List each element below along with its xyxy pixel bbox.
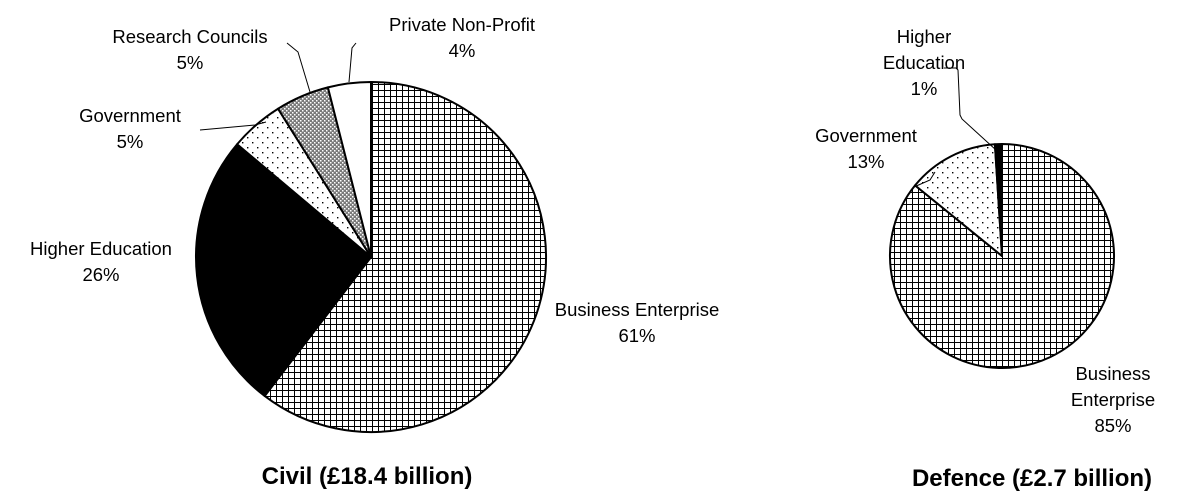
pie-slice-civil-higher-education [195,143,372,397]
slice-label-civil-government: Government 5% [79,105,181,152]
pies-layer [195,81,1115,433]
slice-label-defence-government: Government 13% [815,125,917,172]
pie-slice-civil-private-non-profit [326,81,372,258]
slice-label-defence-higher-education: Higher Education 1% [883,26,965,99]
leader-line-defence-government [913,171,936,188]
leader-line-defence-higher-education [944,67,997,151]
leader-line-civil-research-councils [286,42,311,93]
titles-layer: Civil (£18.4 billion) Defence (£2.7 bill… [262,463,1152,492]
slice-label-defence-business-enterprise: Business Enterprise 85% [1071,363,1155,436]
defence-chart-title: Defence (£2.7 billion) [912,465,1152,492]
leader-line-civil-private-non-profit [348,42,357,83]
leader-line-civil-government [199,121,267,131]
slice-label-civil-research-councils: Research Councils 5% [112,26,267,73]
slice-label-civil-higher-education: Higher Education 26% [30,238,172,285]
pie-slice-defence-higher-education [993,143,1003,257]
civil-chart-title: Civil (£18.4 billion) [262,463,473,490]
slice-label-civil-business-enterprise: Business Enterprise 61% [555,299,720,346]
pie-slice-civil-business-enterprise [263,81,547,433]
slice-label-civil-private-non-profit: Private Non-Profit 4% [389,14,535,61]
labels-layer: Business Enterprise 61% Higher Education 26… [30,14,1155,436]
leader-lines-layer [199,42,997,188]
